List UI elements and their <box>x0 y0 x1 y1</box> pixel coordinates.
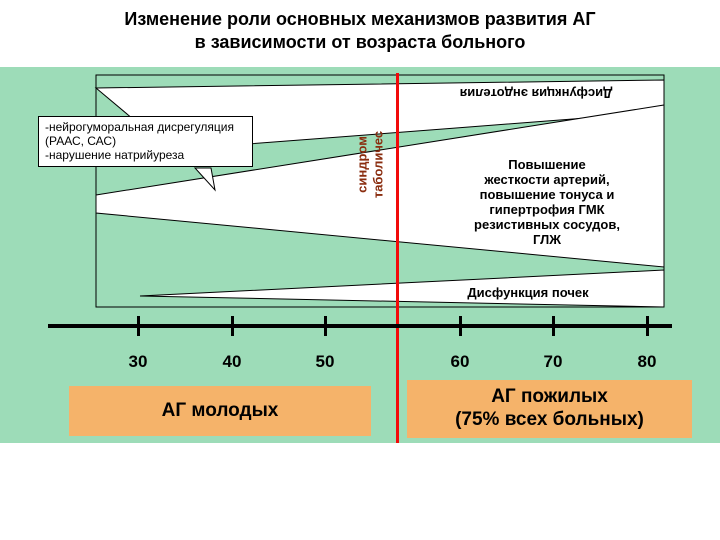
axis-tick-label: 80 <box>638 352 657 372</box>
axis-tick-label: 30 <box>129 352 148 372</box>
old-group-box: АГ пожилых (75% всех больных) <box>407 380 692 438</box>
young-group-box: АГ молодых <box>69 386 371 436</box>
axis-tick <box>459 316 462 336</box>
old-group-label-2: (75% всех больных) <box>455 409 644 432</box>
young-group-label: АГ молодых <box>162 400 279 423</box>
axis-tick <box>552 316 555 336</box>
axis-tick <box>324 316 327 336</box>
age-axis: 30 40 50 60 70 80 <box>0 0 720 540</box>
slide: Изменение роли основных механизмов разви… <box>0 0 720 540</box>
axis-tick-label: 70 <box>544 352 563 372</box>
axis-line <box>48 324 672 328</box>
axis-tick-label: 60 <box>451 352 470 372</box>
axis-tick-label: 50 <box>316 352 335 372</box>
axis-tick-label: 40 <box>223 352 242 372</box>
old-group-label-1: АГ пожилых <box>491 386 608 409</box>
axis-tick <box>231 316 234 336</box>
axis-tick <box>137 316 140 336</box>
axis-tick <box>646 316 649 336</box>
